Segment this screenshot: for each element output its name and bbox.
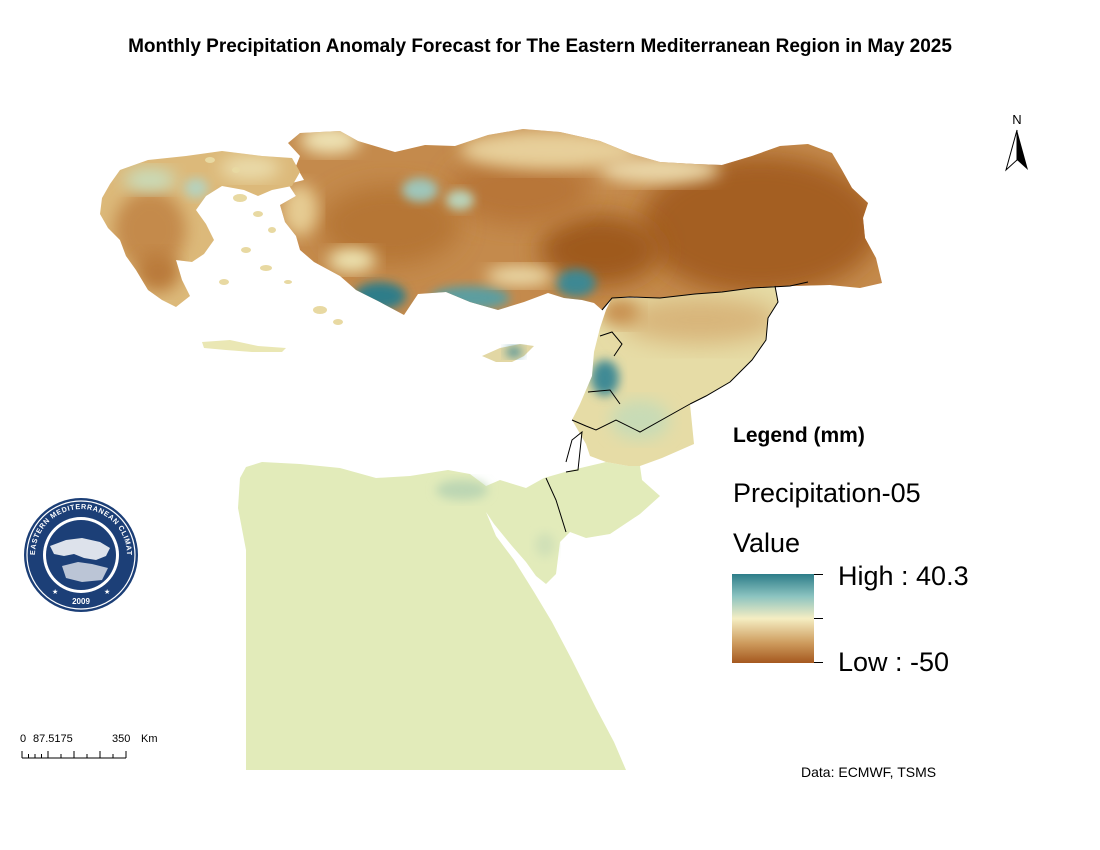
legend-tick-mid (814, 618, 823, 619)
scale-label-mid: 87.5175 (33, 733, 73, 745)
north-arrow: N (1002, 112, 1032, 174)
legend-color-ramp (732, 574, 814, 663)
legend-high-label: High : 40.3 (838, 561, 969, 591)
aegean-islands (205, 157, 343, 325)
logo-year: 2009 (72, 597, 90, 606)
data-credit: Data: ECMWF, TSMS (801, 764, 937, 780)
legend-title: Legend (mm) (733, 424, 865, 447)
country-borders (545, 281, 809, 533)
svg-text:★: ★ (104, 588, 110, 596)
scale-label-end: 350 (112, 733, 130, 745)
scale-label-0: 0 (20, 733, 26, 745)
north-arrow-icon (1005, 129, 1028, 172)
map-title: Monthly Precipitation Anomaly Forecast f… (128, 36, 952, 57)
turkey-region (280, 129, 882, 315)
scale-bar: 0 87.5175 350 Km (20, 733, 158, 759)
egypt-region (238, 462, 660, 770)
legend-field-name: Value (733, 528, 801, 558)
north-label: N (1012, 112, 1022, 127)
legend-tick-high (814, 574, 823, 575)
svg-text:★: ★ (52, 588, 58, 596)
legend-tick-low (814, 662, 823, 663)
legend-low-label: Low : -50 (838, 647, 950, 677)
crete-island (202, 340, 286, 352)
legend-layer-name: Precipitation-05 (733, 478, 921, 508)
emcc-logo: EASTERN MEDITERRANEAN CLIMATE CENTRE 200… (22, 496, 138, 612)
scale-label-unit: Km (141, 733, 158, 745)
